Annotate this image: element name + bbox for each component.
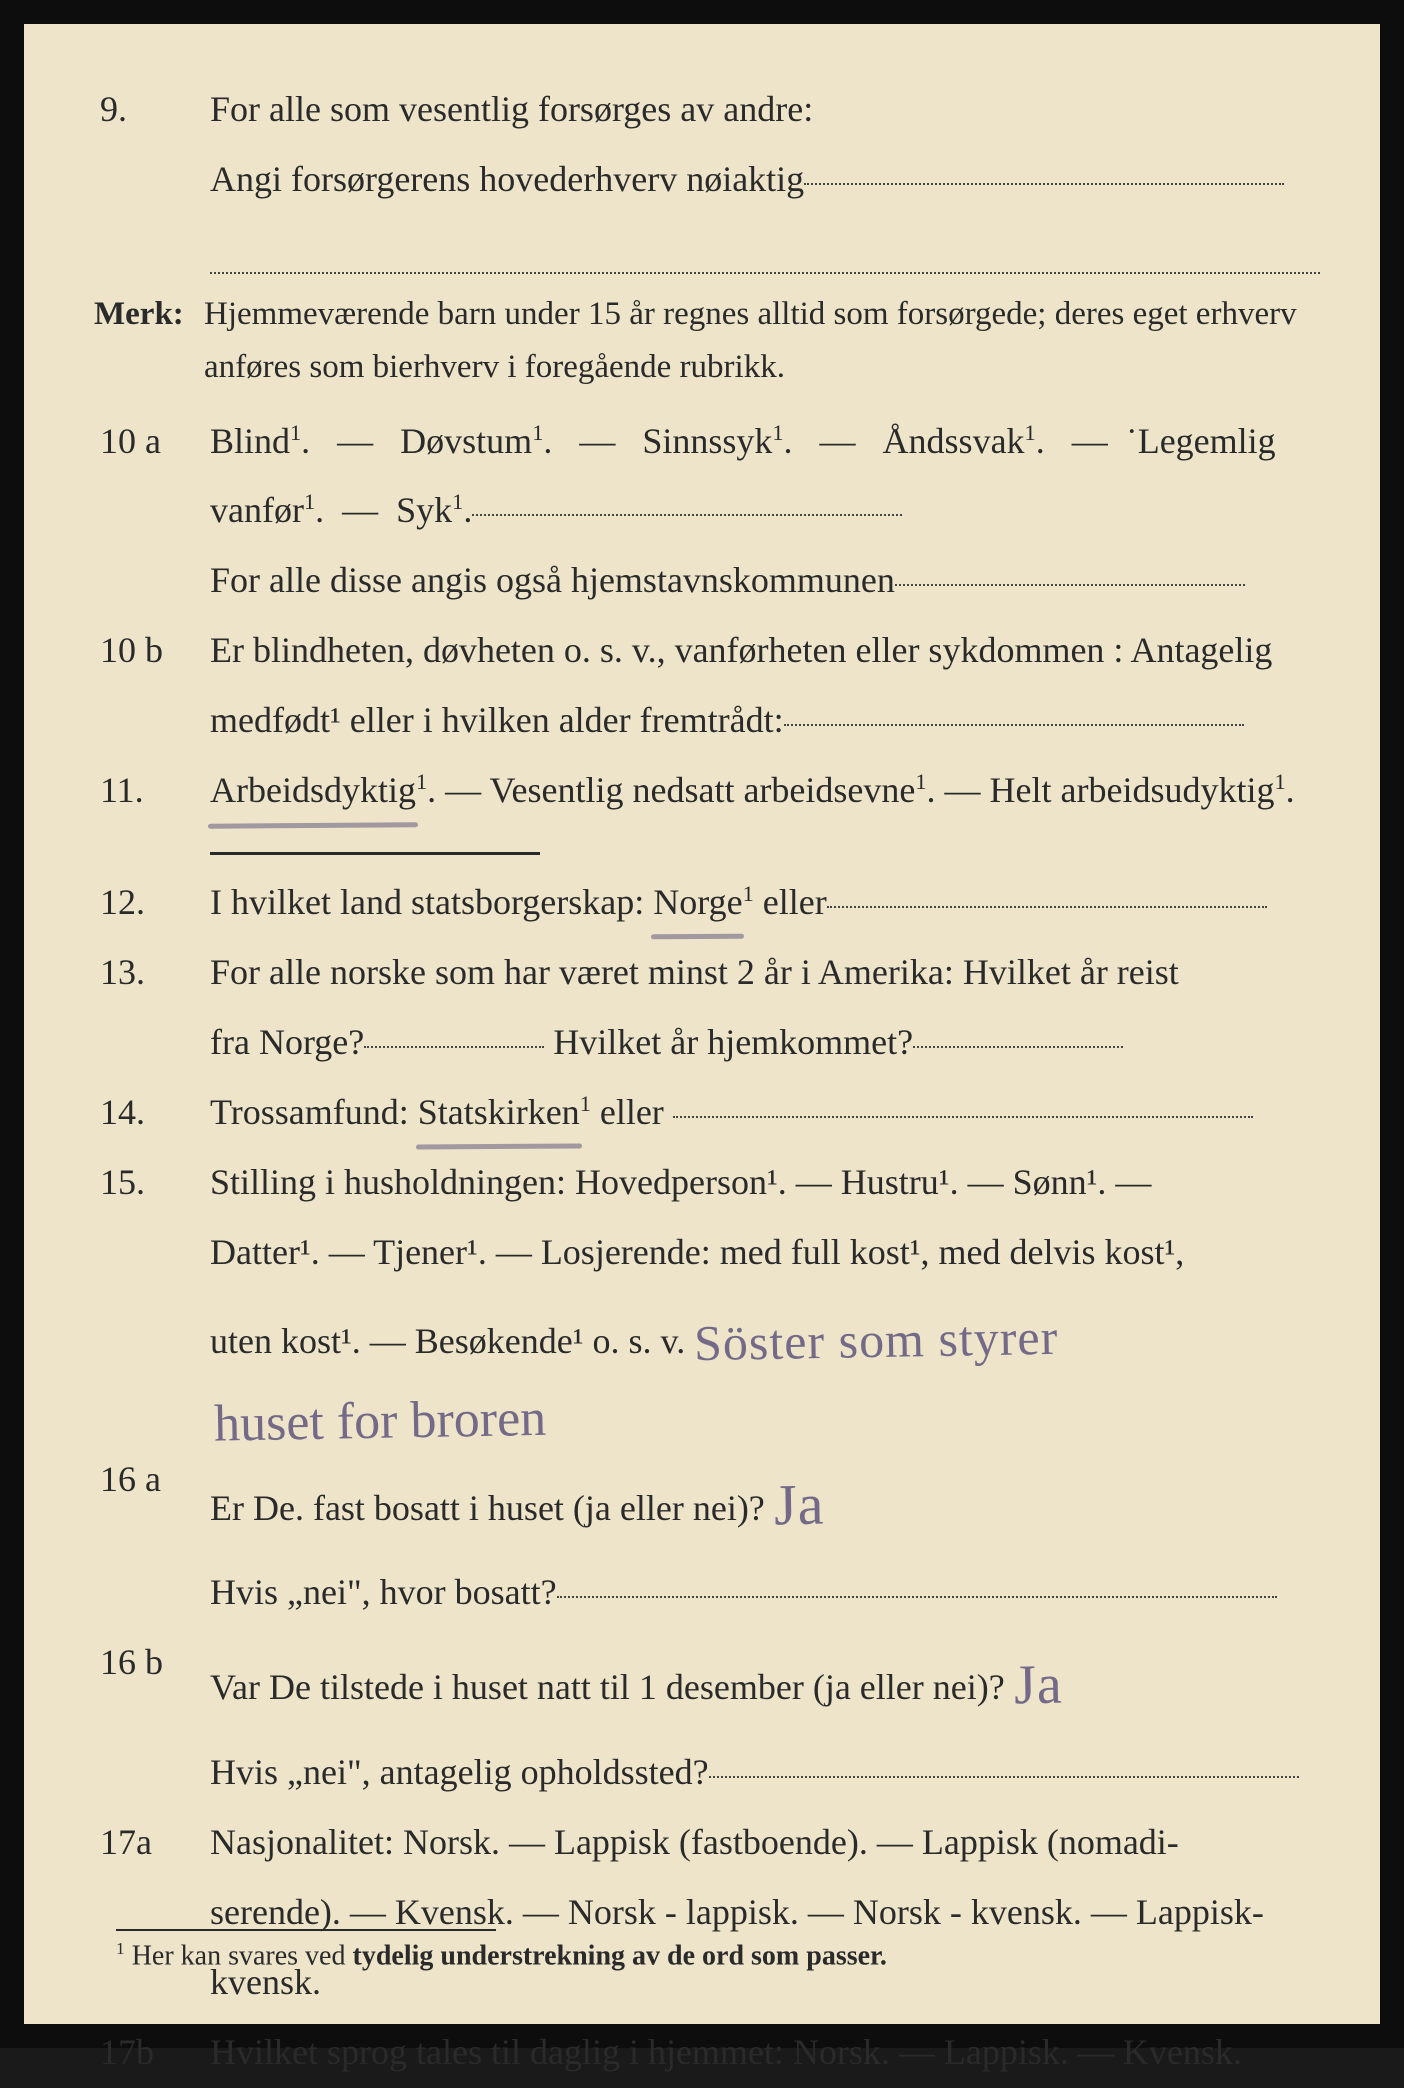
q10a-num: 10 a (94, 408, 210, 475)
blank-line (472, 514, 902, 516)
q15-line1: 15. Stilling i husholdningen: Hovedperso… (94, 1147, 1320, 1217)
q9-text2: Angi forsørgerens hovederhverv nøiaktig (210, 159, 804, 199)
opt-sinnssyk: Sinnssyk (642, 421, 772, 461)
q11-num: 11. (94, 755, 210, 825)
opt-andssvak: Åndssvak (883, 421, 1025, 461)
q10a-line2: vanfør1. — Syk1. (94, 475, 1320, 545)
q16b-text1: Var De tilstede i huset natt til 1 desem… (210, 1667, 1005, 1707)
q14-eller: eller (591, 1092, 673, 1132)
q9-text1: For alle som vesentlig forsørges av andr… (210, 74, 1320, 144)
handwritten-answer-15b: huset for broren (214, 1375, 1321, 1453)
opt-statskirken-selected: Statskirken (418, 1077, 580, 1147)
blank-line (557, 1596, 1277, 1598)
q17b: 17b Hvilket sprog tales til daglig i hje… (94, 2017, 1320, 2087)
q13-num: 13. (94, 937, 210, 1007)
q10b-line2: medfødt¹ eller i hvilken alder fremtrådt… (94, 685, 1320, 755)
q13-line1: 13. For alle norske som har været minst … (94, 937, 1320, 1007)
q15-line3: uten kost¹. — Besøkende¹ o. s. v. Söster… (94, 1288, 1320, 1386)
q10b-text1: Er blindheten, døvheten o. s. v., vanfør… (210, 615, 1320, 685)
q10a-text3: For alle disse angis også hjemstavnskomm… (210, 560, 895, 600)
q15-text2: Datter¹. — Tjener¹. — Losjerende: med fu… (210, 1217, 1320, 1287)
q15-text1: Stilling i husholdningen: Hovedperson¹. … (210, 1147, 1320, 1217)
q17a-line1: 17a Nasjonalitet: Norsk. — Lappisk (fast… (94, 1807, 1320, 1877)
q10b-text2: medfødt¹ eller i hvilken alder fremtrådt… (210, 700, 784, 740)
q17a-text1: Nasjonalitet: Norsk. — Lappisk (fastboen… (210, 1807, 1320, 1877)
q10b-num: 10 b (94, 615, 210, 685)
footnote-plain: Her kan svares ved (125, 1940, 353, 1971)
opt-blind: Blind (210, 421, 290, 461)
q9-line2: Angi forsørgerens hovederhverv nøiaktig (94, 144, 1320, 214)
q14: 14. Trossamfund: Statskirken1 eller (94, 1077, 1320, 1147)
merk-row: Merk: Hjemmeværende barn under 15 år reg… (94, 288, 1320, 394)
q9-num: 9. (94, 74, 210, 144)
q10b-line1: 10 b Er blindheten, døvheten o. s. v., v… (94, 615, 1320, 685)
q17b-num: 17b (94, 2017, 210, 2087)
blank-line (913, 1046, 1123, 1048)
opt-dovstum: Døvstum (400, 421, 532, 461)
footnote: 1 Her kan svares ved tydelig understrekn… (116, 1929, 1300, 1972)
census-form-page: 9. For alle som vesentlig forsørges av a… (0, 0, 1404, 2048)
q13-line2: fra Norge? Hvilket år hjemkommet? (94, 1007, 1320, 1077)
opt-norge-selected: Norge (653, 867, 742, 937)
q13-text2a: fra Norge? (210, 1022, 364, 1062)
q15-text3: uten kost¹. — Besøkende¹ o. s. v. (210, 1321, 685, 1361)
q14-num: 14. (94, 1077, 210, 1147)
q16a-line2: Hvis „nei", hvor bosatt? (94, 1557, 1320, 1627)
q15-line2: Datter¹. — Tjener¹. — Losjerende: med fu… (94, 1217, 1320, 1287)
q16b-text2: Hvis „nei", antagelig opholdssted? (210, 1752, 709, 1792)
merk-label: Merk: (94, 288, 204, 394)
q16a-text1: Er De. fast bosatt i huset (ja eller nei… (210, 1488, 765, 1528)
blank-line (827, 906, 1267, 908)
handwritten-answer-16b: Ja (1013, 1631, 1064, 1741)
footnote-sup: 1 (116, 1939, 125, 1958)
merk-text: Hjemmeværende barn under 15 år regnes al… (204, 288, 1320, 394)
footnote-bold: tydelig understrekning av de ord som pas… (353, 1940, 887, 1971)
q11: 11. Arbeidsdyktig1. — Vesentlig nedsatt … (94, 755, 1320, 825)
separator-solid (210, 852, 540, 855)
q16b-num: 16 b (94, 1627, 210, 1736)
q11-end: . — Helt arbeidsudyktig (927, 770, 1275, 810)
opt-vanfor: vanfør (210, 490, 304, 530)
q12-num: 12. (94, 867, 210, 937)
q17b-text: Hvilket sprog tales til daglig i hjemmet… (210, 2017, 1320, 2087)
q10a-line1: 10 a Blind1. — Døvstum1. — Sinnssyk1. — … (94, 408, 1320, 475)
blank-line (673, 1116, 1253, 1118)
q16a-line1: 16 a Er De. fast bosatt i huset (ja elle… (94, 1444, 1320, 1557)
q12-text: I hvilket land statsborgerskap: (210, 882, 653, 922)
opt-arbeidsdyktig-selected: Arbeidsdyktig (210, 755, 416, 825)
opt-legemlig: Legemlig (1138, 421, 1276, 461)
q16b-line2: Hvis „nei", antagelig opholdssted? (94, 1737, 1320, 1807)
blank-line (709, 1776, 1299, 1778)
q11-mid: . — Vesentlig nedsatt arbeidsevne (427, 770, 915, 810)
handwritten-answer-16a: Ja (773, 1448, 825, 1562)
q15-num: 15. (94, 1147, 210, 1217)
handwritten-answer-15a: Söster som styrer (693, 1288, 1059, 1392)
separator-dotted (210, 272, 1320, 274)
q16b-line1: 16 b Var De tilstede i huset natt til 1 … (94, 1627, 1320, 1736)
blank-line (804, 183, 1284, 185)
q16a-num: 16 a (94, 1444, 210, 1557)
q9-line1: 9. For alle som vesentlig forsørges av a… (94, 74, 1320, 144)
opt-syk: Syk (396, 490, 452, 530)
q12-eller: eller (754, 882, 827, 922)
footnote-rule (116, 1929, 496, 1931)
q17a-num: 17a (94, 1807, 210, 1877)
blank-line (364, 1046, 544, 1048)
q16a-text2: Hvis „nei", hvor bosatt? (210, 1572, 557, 1612)
q13-text1: For alle norske som har været minst 2 år… (210, 937, 1320, 1007)
q10a-line3: For alle disse angis også hjemstavnskomm… (94, 545, 1320, 615)
blank-line (784, 724, 1244, 726)
blank-line (895, 584, 1245, 586)
q13-text2b: Hvilket år hjemkommet? (544, 1022, 913, 1062)
q12: 12. I hvilket land statsborgerskap: Norg… (94, 867, 1320, 937)
q14-text: Trossamfund: (210, 1092, 418, 1132)
